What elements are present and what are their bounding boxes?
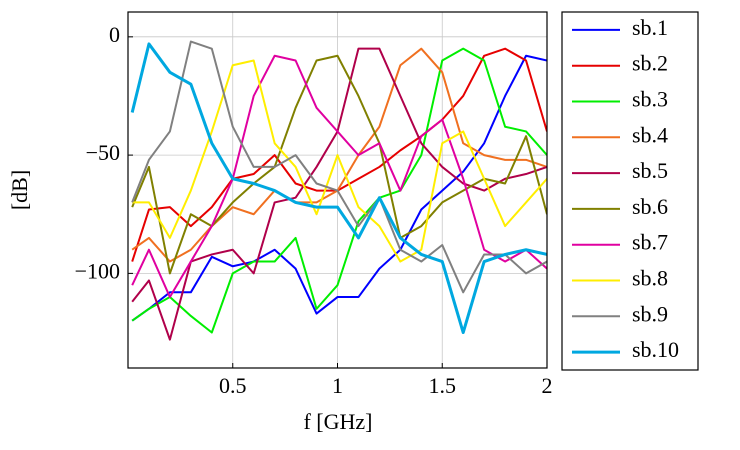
legend-label: sb.8 xyxy=(632,266,668,291)
x-tick-label: 1.5 xyxy=(429,373,457,398)
legend-label: sb.1 xyxy=(632,15,668,40)
series-line xyxy=(132,59,547,263)
x-tick-label: 2 xyxy=(542,373,553,398)
legend-label: sb.9 xyxy=(632,301,668,326)
x-axis-label: f [GHz] xyxy=(303,409,372,434)
series-line xyxy=(131,47,547,334)
plot-frame xyxy=(127,11,548,369)
series-line xyxy=(131,54,547,275)
y-axis-label: [dB] xyxy=(7,170,32,210)
series-line xyxy=(131,54,547,322)
legend-label: sb.5 xyxy=(632,158,668,183)
y-tick-label: −100 xyxy=(75,258,120,283)
legend-label: sb.7 xyxy=(632,230,668,255)
legend-label: sb.4 xyxy=(632,122,668,147)
x-tick-label: 0.5 xyxy=(219,373,247,398)
legend-label: sb.2 xyxy=(632,51,668,76)
series-line xyxy=(131,40,547,294)
legend-box xyxy=(561,11,699,371)
x-tick-label: 1 xyxy=(332,373,343,398)
series-line xyxy=(131,54,547,299)
legend-label: sb.6 xyxy=(632,194,668,219)
legend-label: sb.3 xyxy=(632,87,668,112)
legend-label: sb.10 xyxy=(632,337,679,362)
y-tick-label: 0 xyxy=(109,22,120,47)
y-tick-label: −50 xyxy=(86,140,120,165)
series-line xyxy=(130,42,547,335)
